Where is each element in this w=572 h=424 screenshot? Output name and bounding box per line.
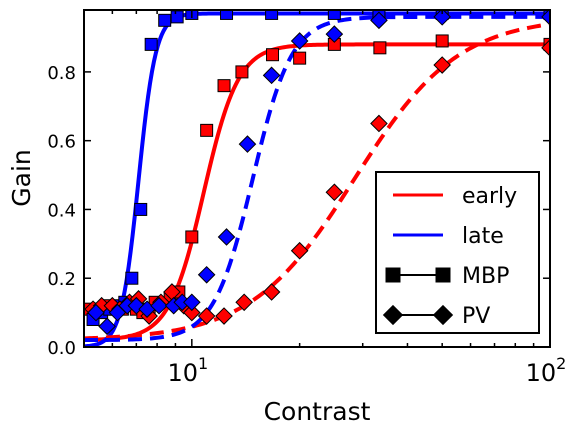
data-point-early-mbp: [200, 123, 214, 137]
fit-curve-early-pv: [84, 22, 550, 341]
data-point-late-pv: [127, 296, 146, 315]
data-point-early-mbp: [266, 48, 280, 62]
data-point-late-pv: [197, 265, 216, 284]
fit-curve-late-mbp: [84, 11, 550, 347]
data-point-early-pv: [197, 307, 216, 325]
legend-label: early: [462, 184, 517, 209]
x-axis-label: Contrast: [264, 397, 371, 424]
data-point-late-pv: [370, 11, 388, 30]
data-point-late-mbp: [170, 10, 184, 24]
legend: early late MBP PV: [375, 171, 540, 334]
y-tick-label: 0.8: [47, 63, 76, 84]
data-point-early-mbp: [373, 41, 387, 55]
data-point-early-mbp: [293, 51, 307, 65]
data-point-early-pv: [370, 114, 388, 133]
data-point-late-mbp: [125, 271, 139, 285]
data-point-late-pv: [183, 293, 201, 312]
y-tick-label: 0.6: [47, 132, 76, 153]
y-tick-label: 0.2: [47, 269, 76, 290]
data-point-early-pv: [433, 56, 451, 74]
data-point-early-mbp: [217, 79, 231, 93]
data-point-early-pv: [325, 183, 344, 202]
data-point-late-pv: [262, 66, 281, 85]
data-point-early-pv: [290, 241, 309, 260]
fit-curve-early-mbp: [84, 42, 550, 342]
data-point-late-pv: [238, 135, 257, 153]
y-tick-label: 0.0: [47, 338, 76, 359]
legend-label: late: [462, 224, 504, 249]
axes-frame: [83, 9, 551, 348]
legend-entry-pv: PV: [382, 304, 490, 329]
data-point-early-mbp: [435, 34, 449, 48]
x-tick-label: 101: [167, 354, 208, 387]
legend-entry-late: late: [393, 224, 504, 249]
legend-box: [375, 171, 540, 334]
legend-entry-mbp: MBP: [385, 264, 509, 289]
data-point-early-mbp: [185, 230, 199, 244]
data-point-late-mbp: [220, 10, 234, 20]
data-point-late-mbp: [134, 202, 148, 216]
legend-entry-early: early: [393, 184, 517, 209]
legend-marker-swatch: [435, 267, 451, 283]
data-point-late-pv: [87, 303, 105, 322]
legend-label: PV: [462, 304, 490, 329]
data-point-late-mbp: [327, 10, 341, 20]
data-point-early-pv: [235, 293, 253, 312]
data-point-late-mbp: [158, 13, 172, 27]
plot-border: [83, 9, 551, 348]
data-point-early-pv: [541, 39, 550, 57]
data-point-late-pv: [541, 10, 550, 26]
legend-marker-swatch: [385, 267, 401, 283]
x-tick-label: 102: [526, 354, 567, 387]
legend-marker-swatch: [432, 304, 454, 326]
data-point-late-pv: [290, 32, 309, 50]
legend-label: MBP: [462, 264, 509, 289]
data-point-late-pv: [150, 296, 168, 315]
data-point-early-pv: [183, 303, 201, 322]
data-point-early-mbp: [235, 65, 249, 79]
y-axis-label: Gain: [7, 149, 36, 206]
axis-ticks: 0.0 0.2 0.4 0.6 0.8 101 102: [47, 10, 566, 387]
y-tick-label: 0.4: [47, 200, 76, 221]
data-point-late-pv: [98, 317, 116, 336]
data-point-late-pv: [217, 228, 236, 246]
data-point-late-mbp: [144, 37, 158, 51]
fit-curve-late-pv: [84, 14, 550, 343]
data-point-late-mbp: [265, 10, 279, 20]
data-point-late-pv: [433, 10, 451, 26]
data-point-late-pv: [325, 25, 344, 43]
legend-marker-swatch: [382, 304, 404, 326]
data-point-early-pv: [262, 283, 281, 301]
plot-area: [84, 10, 550, 347]
data-point-early-pv: [215, 307, 233, 325]
